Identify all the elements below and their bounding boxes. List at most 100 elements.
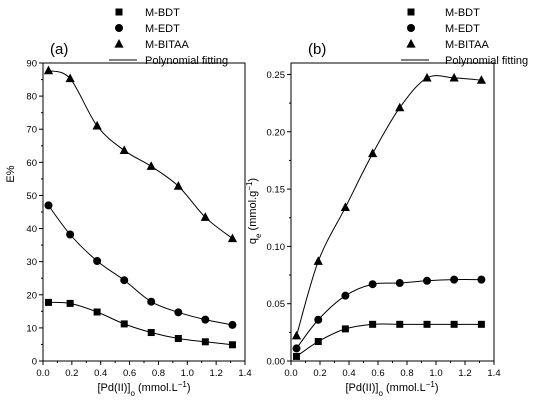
data-point-m-bdt [228, 341, 236, 349]
data-point-m-edt [66, 230, 75, 239]
data-point-m-bdt [341, 325, 349, 333]
data-point-m-edt [147, 297, 156, 306]
panel-label: (a) [50, 41, 68, 58]
x-axis-title: [Pd(II)]o (mmol.L−1) [345, 380, 438, 398]
data-point-m-bdt [423, 320, 431, 328]
data-point-m-edt [93, 257, 102, 266]
data-point-m-edt [292, 344, 301, 353]
data-point-m-bitaa [227, 233, 238, 243]
y-axis-title-text: q [247, 238, 259, 244]
x-tick-label: 0.6 [371, 368, 384, 379]
data-point-m-edt [44, 201, 53, 210]
data-point-m-bdt [477, 320, 485, 328]
y-tick-label: 0.20 [267, 127, 286, 138]
data-point-m-bdt [450, 320, 458, 328]
y-tick-label: 80 [26, 92, 37, 103]
x-tick-label: 1.2 [210, 368, 223, 379]
y-axis-title-close: ) [247, 178, 259, 182]
legend-label: M-BDT [445, 7, 480, 19]
legend-marker-m-bitaa [406, 39, 416, 48]
chart-panel-a: 0.0 0.2 0.4 0.6 0.8 1.0 1.2 1.4 0 10 20 30 40 50 60 70 8… [5, 7, 252, 398]
legend: M-BDT M-EDT M-BITAA Polynomial fitting [401, 7, 528, 67]
y-tick-label: 40 [26, 224, 37, 235]
y-axis-title-subscript: e [254, 233, 263, 238]
data-point-m-edt [395, 279, 404, 288]
x-axis-title: [Pd(II)]o (mmol.L−1) [97, 380, 190, 398]
data-point-m-bitaa [368, 148, 378, 158]
x-tick-label: 0.8 [152, 368, 165, 379]
y-tick-label: 50 [26, 191, 37, 202]
y-axis-title-unit: (mmol.g [247, 191, 259, 234]
x-tick-label: 1.4 [238, 368, 251, 379]
data-point-m-bitaa [291, 330, 302, 340]
y-tick-label: 0.00 [267, 357, 286, 368]
plot-frame [42, 62, 246, 362]
y-tick-label: 90 [26, 59, 37, 70]
x-axis-title-unit: (mmol.L [383, 382, 426, 394]
data-point-m-bitaa [65, 73, 75, 83]
data-point-m-edt [477, 275, 486, 284]
x-axis-title-unit: (mmol.L [135, 382, 178, 394]
x-axis-title-text: [Pd(II)] [97, 382, 130, 394]
y-axis-title: E% [5, 165, 17, 182]
data-point-m-bdt [147, 329, 155, 337]
x-tick-label: 0.8 [400, 368, 413, 379]
x-tick-label: 1.4 [487, 368, 500, 379]
legend: M-BDT M-EDT M-BITAA Polynomial fitting [109, 7, 228, 67]
data-point-m-bdt [120, 320, 128, 328]
data-point-m-bdt [93, 308, 101, 316]
x-axis-title-superscript: −1 [178, 380, 188, 389]
legend-label: M-EDT [145, 23, 180, 35]
data-point-m-bitaa [449, 72, 459, 82]
data-point-m-bitaa [119, 145, 129, 155]
data-point-m-bitaa [340, 202, 350, 212]
y-tick-label: 0 [32, 357, 37, 368]
fit-curve-m-bitaa [296, 75, 482, 336]
legend-label: M-EDT [445, 23, 480, 35]
data-point-m-edt [341, 291, 350, 300]
x-axis-title-close: ) [435, 382, 439, 394]
x-axis-title-text: [Pd(II)] [345, 382, 378, 394]
legend-marker-m-bitaa [114, 39, 124, 48]
x-tick-label: 0.4 [94, 368, 107, 379]
data-point-m-edt [368, 280, 377, 289]
y-axis-title-superscript: −1 [245, 181, 254, 191]
legend-marker-m-bdt [407, 8, 415, 16]
y-tick-label: 60 [26, 158, 37, 169]
y-tick-label: 0.10 [267, 242, 286, 253]
x-tick-label: 1.0 [429, 368, 442, 379]
x-axis-title-subscript: o [130, 389, 135, 398]
x-tick-label: 0.4 [342, 368, 355, 379]
data-point-m-bdt [44, 298, 52, 306]
x-tick-label: 0.2 [65, 368, 78, 379]
data-point-m-bitaa [422, 72, 432, 82]
x-axis-title-superscript: −1 [426, 380, 436, 389]
x-tick-label: 0.0 [284, 368, 297, 379]
y-tick-label: 0.05 [267, 299, 286, 310]
data-point-m-edt [450, 275, 459, 284]
x-tick-label: 0.0 [36, 368, 49, 379]
data-point-m-edt [201, 315, 210, 324]
data-point-m-bitaa [43, 65, 54, 75]
data-point-m-bdt [293, 352, 301, 360]
data-point-m-edt [423, 276, 432, 285]
data-point-m-bdt [314, 338, 322, 346]
legend-marker-m-edt [115, 24, 123, 32]
x-tick-label: 0.2 [313, 368, 326, 379]
legend-label: Polynomial fitting [445, 55, 528, 67]
legend-label: M-BITAA [445, 39, 489, 51]
y-tick-label: 0.15 [267, 185, 286, 196]
data-point-m-bitaa [313, 256, 323, 265]
data-point-m-edt [228, 320, 237, 329]
legend-label: M-BITAA [145, 39, 189, 51]
y-axis-title-text: E% [5, 165, 17, 182]
x-axis-title-subscript: o [378, 389, 383, 398]
data-point-m-bitaa [146, 161, 156, 170]
data-point-m-edt [120, 276, 129, 285]
data-point-m-edt [174, 308, 183, 317]
legend-marker-m-bdt [115, 8, 123, 16]
data-point-m-bitaa [476, 75, 486, 84]
x-tick-label: 1.2 [458, 368, 471, 379]
panel-label: (b) [308, 41, 326, 58]
